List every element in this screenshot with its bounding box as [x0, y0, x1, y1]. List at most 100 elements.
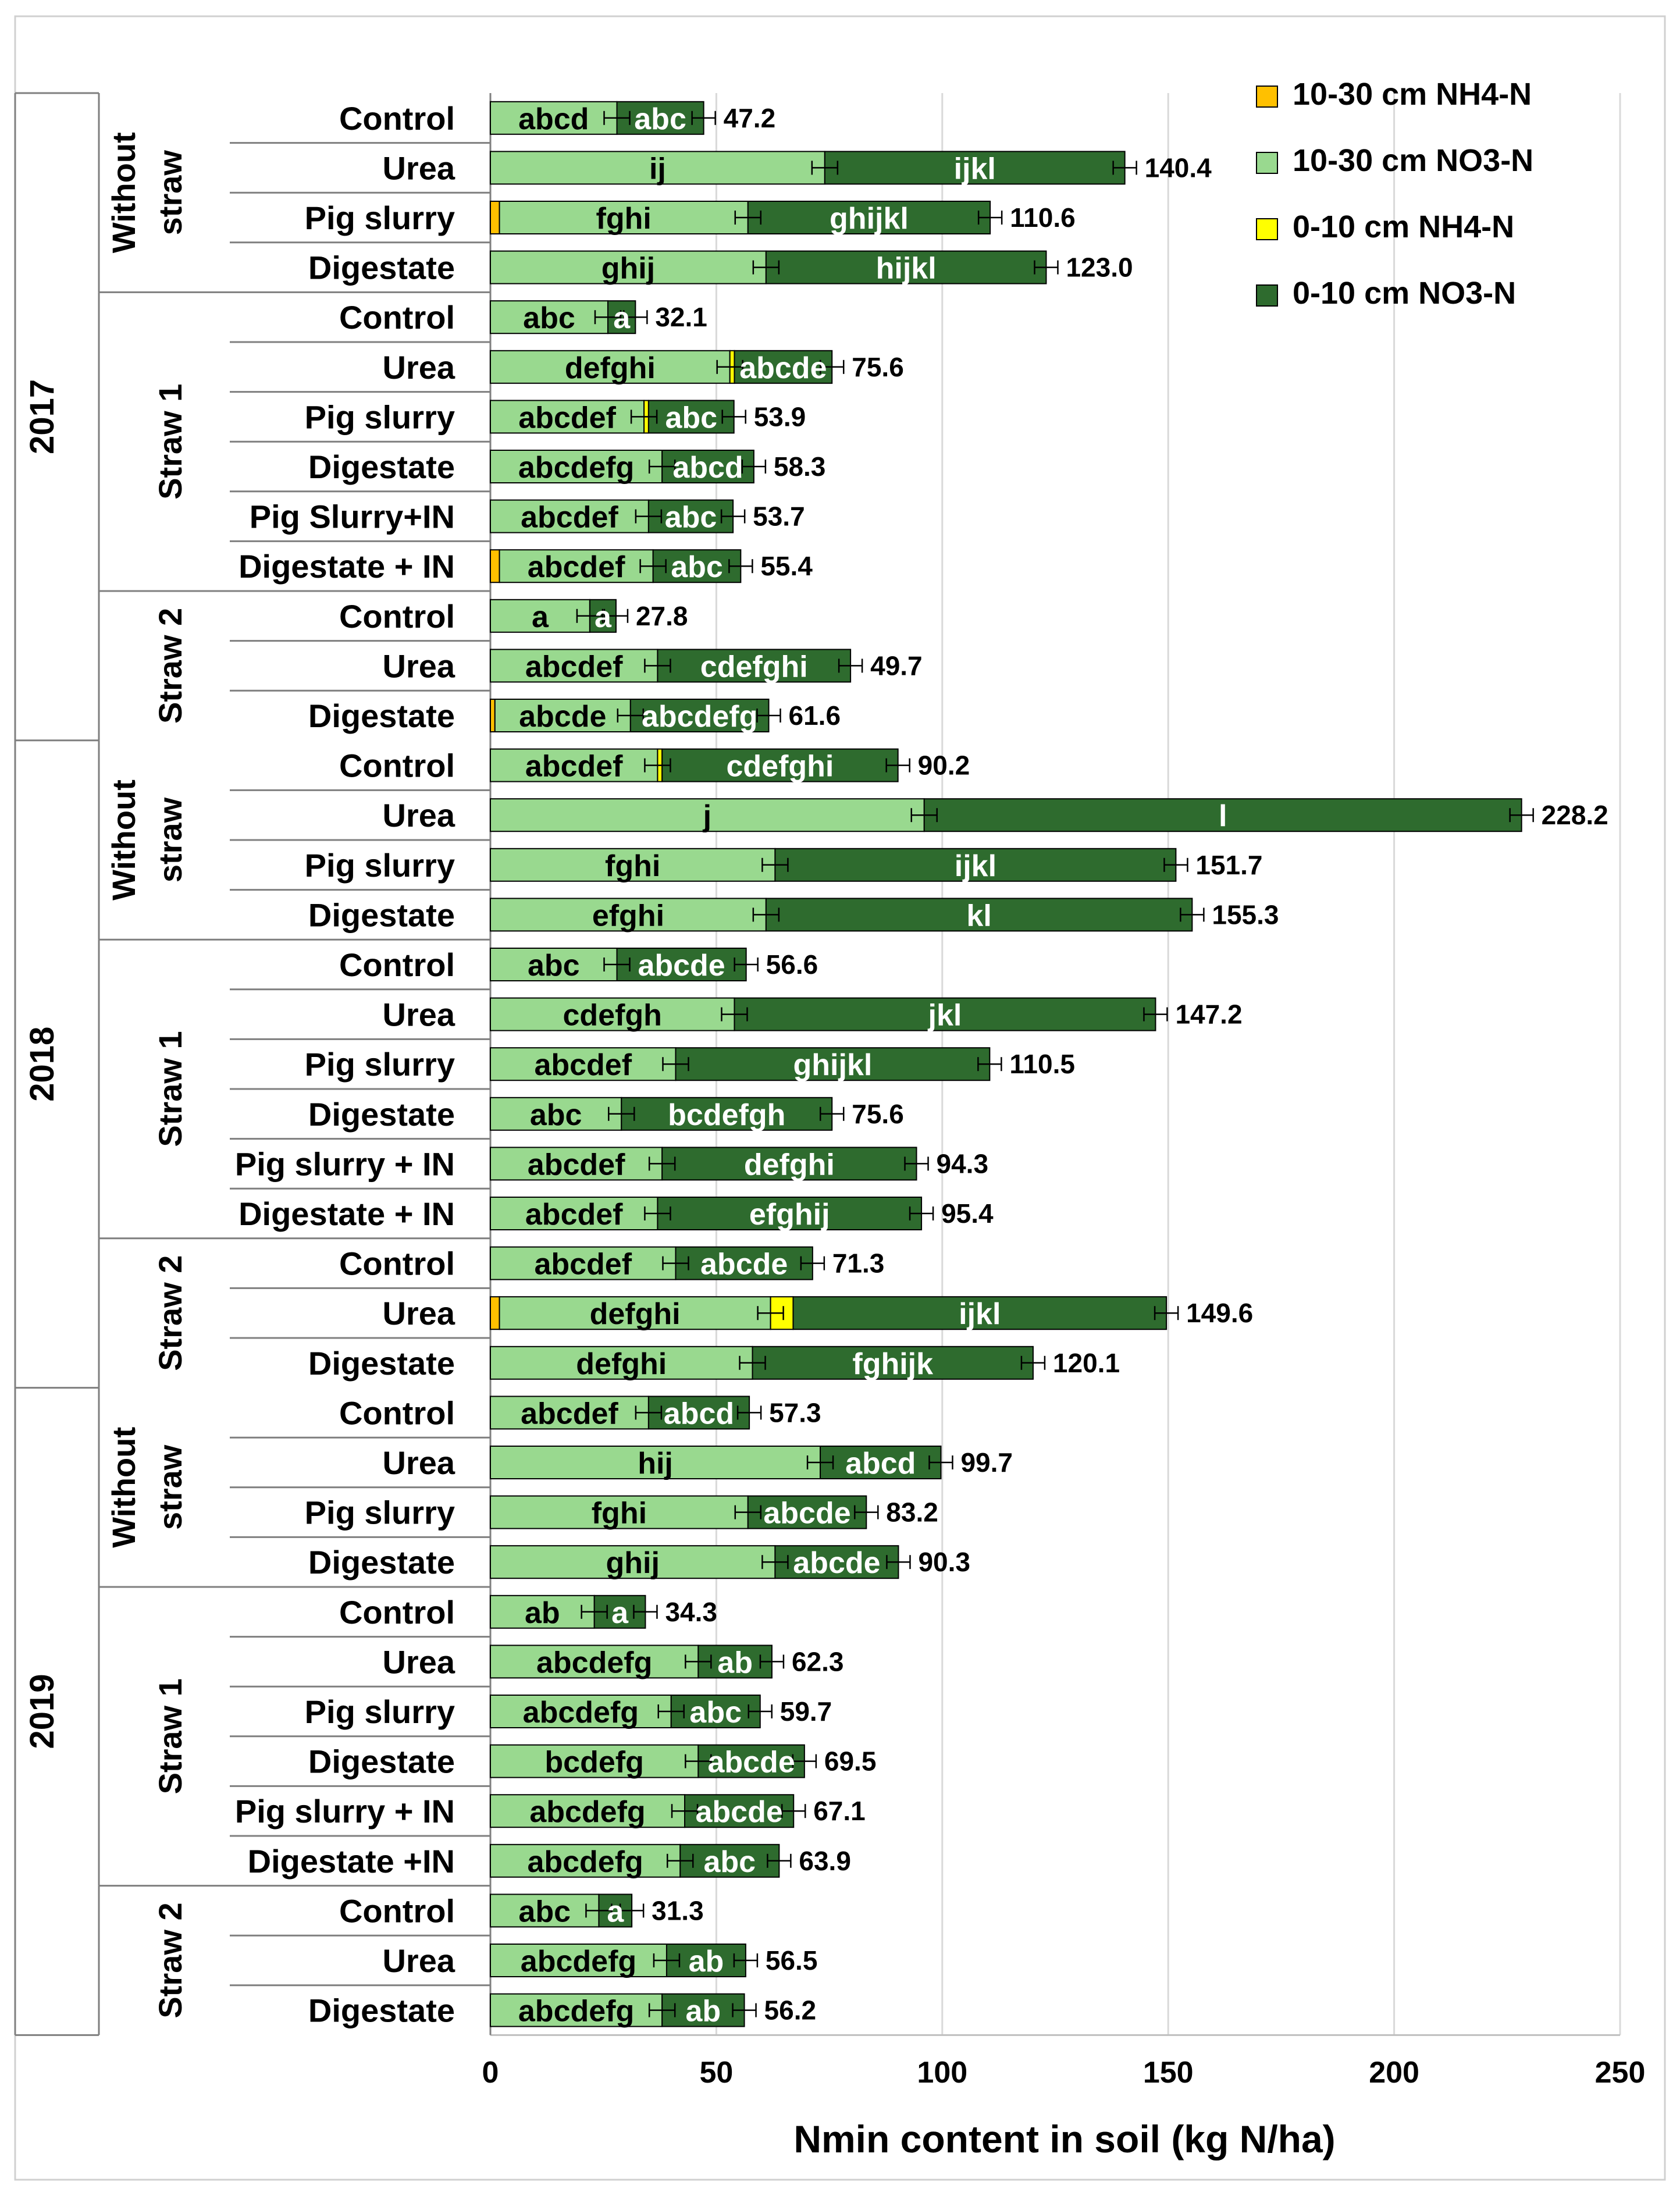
significance-letter-lower: abcdef [525, 750, 623, 784]
significance-letter-lower: abcdef [528, 1148, 625, 1181]
subgroup-label: Straw 2 [152, 1255, 188, 1371]
significance-letter-lower: hij [638, 1447, 673, 1480]
significance-letter-upper: abc [671, 550, 723, 584]
category-label: Pig Slurry+IN [250, 499, 455, 535]
significance-letter-upper: abcde [638, 949, 725, 983]
category-label: Digestate + IN [239, 548, 455, 585]
bar-segment [490, 1695, 672, 1728]
significance-letter-upper: ab [717, 1646, 753, 1679]
legend-label: 0-10 cm NH4-N [1293, 209, 1514, 244]
total-value-label: 27.8 [636, 601, 688, 631]
category-label: Digestate + IN [239, 1195, 455, 1232]
subgroup-label: Straw 1 [152, 384, 188, 500]
significance-letter-lower: abc [530, 1098, 582, 1132]
significance-letter-upper: cdefghi [726, 750, 834, 784]
total-value-label: 71.3 [832, 1248, 885, 1279]
total-value-label: 140.4 [1145, 152, 1212, 183]
significance-letter-lower: ghij [606, 1546, 659, 1580]
bar-segment [490, 1396, 649, 1430]
subgroup-label: straw [152, 1444, 188, 1530]
total-value-label: 53.9 [754, 401, 806, 432]
category-label: Pig slurry + IN [235, 1793, 455, 1830]
total-value-label: 149.6 [1186, 1298, 1253, 1328]
category-label: Urea [382, 349, 455, 386]
significance-letter-lower: abcdefg [527, 1845, 643, 1879]
significance-letter-lower: defghi [565, 351, 656, 385]
x-tick-label: 250 [1595, 2056, 1646, 2090]
total-value-label: 94.3 [937, 1148, 989, 1179]
total-value-label: 53.7 [753, 501, 805, 532]
bar-segment [647, 400, 735, 434]
legend-label: 0-10 cm NO3-N [1293, 276, 1516, 311]
total-value-label: 75.6 [852, 1099, 904, 1129]
category-label: Control [339, 100, 455, 137]
total-value-label: 61.6 [789, 700, 841, 731]
subgroup-label: Straw 1 [152, 1678, 188, 1794]
category-label: Urea [382, 1942, 455, 1979]
significance-letter-upper: abc [665, 401, 717, 435]
category-label: Control [339, 1594, 455, 1631]
significance-letter-lower: abc [518, 1895, 571, 1928]
bar-segment [765, 898, 1193, 932]
significance-letter-lower: fghi [605, 849, 660, 883]
x-tick-label: 150 [1143, 2056, 1194, 2090]
significance-letter-upper: abcde [793, 1546, 880, 1580]
bar-segment [490, 151, 825, 185]
category-label: Control [339, 598, 455, 635]
bar-segment [490, 948, 618, 981]
bar-segment [490, 350, 731, 384]
significance-letter-upper: abc [665, 501, 717, 535]
bar-segment [490, 1296, 500, 1330]
significance-letter-upper: hijkl [876, 252, 937, 286]
significance-letter-upper: cdefghi [700, 650, 808, 684]
significance-letter-upper: bcdefgh [668, 1098, 785, 1132]
bar-segment [675, 1246, 813, 1280]
subgroup-label: Without [105, 1427, 142, 1548]
significance-letter-lower: fghi [596, 202, 652, 236]
total-value-label: 151.7 [1195, 850, 1262, 880]
category-label: Digestate [308, 250, 455, 286]
significance-letter-lower: abcdef [525, 1198, 623, 1232]
bar-segment [697, 1744, 805, 1778]
significance-letter-lower: abcde [519, 700, 606, 734]
subgroup-label: Without [105, 132, 142, 253]
significance-letter-lower: abcdefg [518, 451, 634, 485]
category-label: Pig slurry [305, 1693, 455, 1730]
bar-segment [499, 549, 654, 583]
category-label: Control [339, 1245, 455, 1282]
significance-letter-lower: defghi [576, 1347, 667, 1381]
significance-letter-upper: a [611, 1596, 629, 1630]
category-label: Control [339, 1892, 455, 1929]
significance-letter-upper: l [1219, 799, 1227, 833]
total-value-label: 67.1 [813, 1796, 866, 1826]
bar-segment [490, 549, 500, 583]
category-label: Urea [382, 150, 455, 186]
category-label: Urea [382, 1444, 455, 1481]
significance-letter-lower: efghi [592, 899, 664, 933]
significance-letter-lower: abcdefg [521, 1945, 636, 1978]
significance-letter-lower: abcdefg [523, 1696, 639, 1729]
significance-letter-lower: abcdef [534, 1248, 632, 1282]
year-label: 2019 [23, 1674, 61, 1749]
category-label: Digestate [308, 1345, 455, 1382]
bar-segment [490, 1197, 659, 1230]
total-value-label: 90.3 [918, 1547, 970, 1577]
significance-letter-lower: abcdef [521, 1397, 618, 1430]
significance-letter-lower: abcdefg [529, 1795, 645, 1829]
total-value-label: 90.2 [918, 750, 970, 781]
bar-segment [490, 1545, 776, 1579]
bar-segment [494, 699, 631, 732]
total-value-label: 47.2 [724, 103, 776, 133]
total-value-label: 56.6 [766, 949, 818, 980]
x-tick-label: 200 [1369, 2056, 1419, 2090]
total-value-label: 56.5 [766, 1945, 818, 1976]
bar-segment [490, 1843, 681, 1878]
significance-letter-lower: ghij [601, 252, 655, 286]
significance-letter-upper: abcde [700, 1248, 788, 1282]
significance-letter-lower: fghi [592, 1497, 647, 1531]
total-value-label: 147.2 [1175, 999, 1242, 1030]
bar-segment [684, 1794, 795, 1828]
total-value-label: 49.7 [870, 650, 923, 681]
bar-segment [765, 250, 1047, 284]
